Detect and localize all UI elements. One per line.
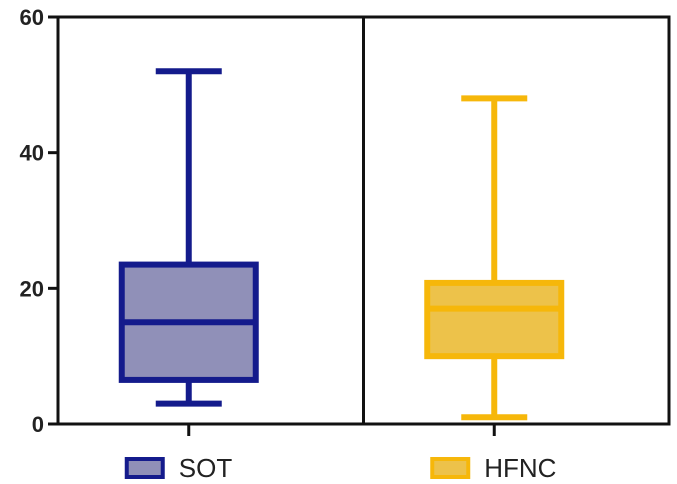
y-tick-label: 60 <box>20 5 44 30</box>
legend-item-sot: SOT <box>124 453 233 483</box>
legend-swatch <box>124 457 165 479</box>
legend-label: SOT <box>179 453 233 483</box>
y-tick-label: 0 <box>32 412 44 437</box>
legend: SOT HFNC <box>124 453 556 483</box>
y-tick-label: 40 <box>20 141 44 166</box>
box-hfnc <box>424 95 565 436</box>
y-tick-label: 20 <box>20 276 44 301</box>
box-sot <box>118 68 259 436</box>
y-axis: 0 20 40 60 <box>20 5 58 437</box>
legend-label: HFNC <box>484 453 556 483</box>
plot-frame <box>56 15 671 426</box>
legend-item-hfnc: HFNC <box>430 453 556 483</box>
boxes <box>118 68 565 436</box>
legend-swatch <box>430 457 471 479</box>
iqr-box <box>424 279 565 360</box>
